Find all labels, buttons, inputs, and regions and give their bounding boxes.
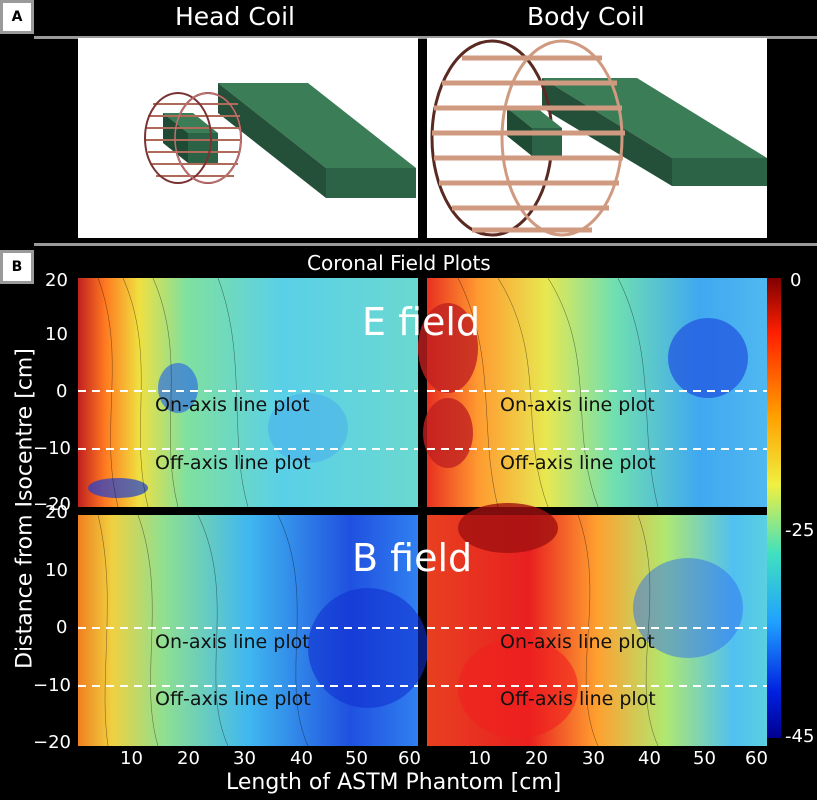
- b-field-label: B field: [352, 536, 473, 580]
- x-tick-right-10: 10: [468, 748, 491, 769]
- y-tick-top-20: 20: [45, 270, 68, 291]
- field-plots: [78, 278, 767, 746]
- panel-label-a: A: [0, 0, 34, 34]
- head-coil-title: Head Coil: [175, 2, 295, 31]
- x-tick-right-20: 20: [525, 748, 548, 769]
- y-tick-bottom-20: 20: [45, 502, 68, 523]
- x-tick-right-60: 60: [745, 748, 768, 769]
- colorbar-tick-bottom: -45: [785, 726, 815, 747]
- y-tick-bottom-10: 10: [45, 560, 68, 581]
- panel-b-divider: [34, 243, 817, 246]
- y-axis-label: Distance from Isocentre [cm]: [12, 348, 38, 669]
- colorbar: [767, 278, 781, 738]
- x-tick-left-10: 10: [120, 748, 143, 769]
- body-coil-title: Body Coil: [527, 2, 645, 31]
- e-right-on-axis: On-axis line plot: [500, 394, 655, 416]
- e-left-off-axis: Off-axis line plot: [155, 452, 311, 474]
- x-tick-left-20: 20: [177, 748, 200, 769]
- b-left-off-axis: Off-axis line plot: [155, 688, 311, 710]
- y-tick-top-neg20: −20: [33, 494, 71, 515]
- e-left-on-axis: On-axis line plot: [155, 394, 310, 416]
- b-right-on-axis: On-axis line plot: [500, 631, 655, 653]
- x-tick-left-40: 40: [290, 748, 313, 769]
- body-coil-illustration: [427, 38, 767, 238]
- x-tick-left-50: 50: [345, 748, 368, 769]
- x-tick-right-50: 50: [693, 748, 716, 769]
- b-right-off-axis: Off-axis line plot: [500, 688, 656, 710]
- plot-title: Coronal Field Plots: [307, 251, 491, 275]
- colorbar-tick-top: 0: [790, 270, 802, 291]
- panel-label-b: B: [0, 250, 34, 284]
- b-left-on-axis: On-axis line plot: [155, 631, 310, 653]
- x-tick-right-30: 30: [582, 748, 605, 769]
- x-tick-left-60: 60: [398, 748, 421, 769]
- x-tick-left-30: 30: [233, 748, 256, 769]
- y-tick-top-10: 10: [45, 324, 68, 345]
- panel-a-divider: [34, 36, 817, 39]
- colorbar-tick-mid: -25: [785, 520, 815, 541]
- e-right-off-axis: Off-axis line plot: [500, 452, 656, 474]
- y-tick-bottom-neg20: −20: [33, 732, 71, 753]
- x-axis-label: Length of ASTM Phantom [cm]: [226, 770, 562, 795]
- y-tick-bottom-0: 0: [56, 617, 68, 638]
- head-coil-illustration: [78, 38, 418, 238]
- y-tick-bottom-neg10: −10: [33, 675, 71, 696]
- y-tick-top-0: 0: [56, 381, 68, 402]
- e-field-label: E field: [362, 300, 481, 344]
- y-tick-top-neg10: −10: [33, 438, 71, 459]
- x-tick-right-40: 40: [638, 748, 661, 769]
